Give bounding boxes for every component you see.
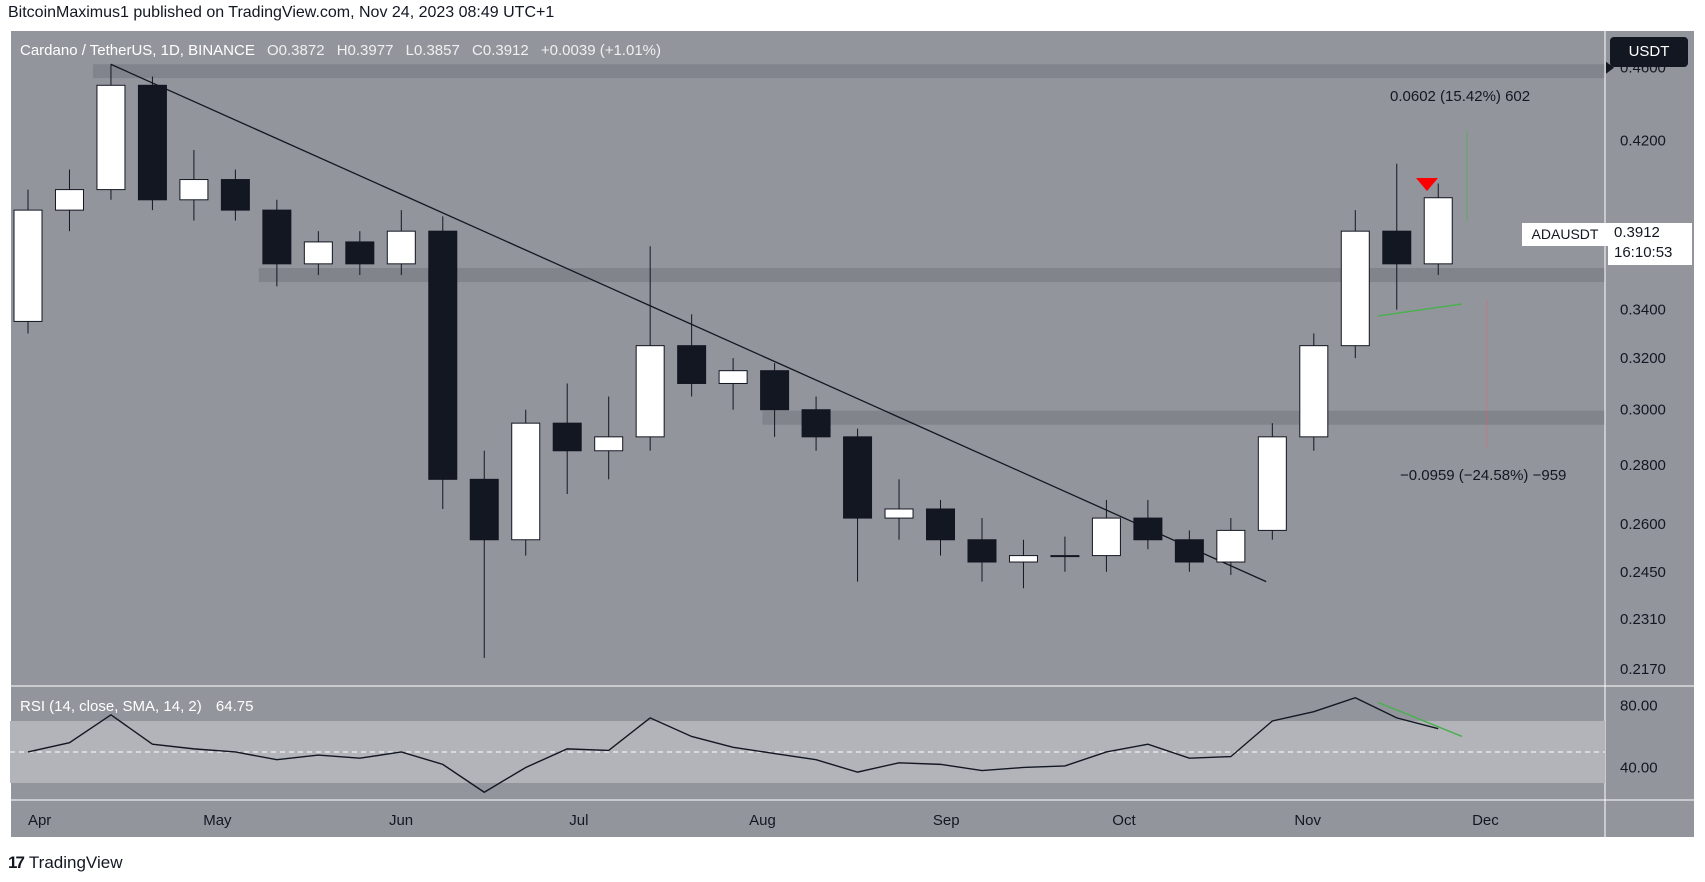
currency-badge[interactable]: USDT <box>1610 37 1688 67</box>
measure-up-label: 0.0602 (15.42%) 602 <box>1390 88 1531 105</box>
footer-brand: 17 TradingView <box>8 852 122 874</box>
candle-body <box>13 209 43 322</box>
open-value: O0.3872 <box>267 42 325 59</box>
time-axis-tick: Aug <box>749 812 776 829</box>
price-axis-tick: 0.3200 <box>1620 350 1666 367</box>
candle-body <box>1299 345 1329 438</box>
rsi-axis-tick: 40.00 <box>1620 759 1658 776</box>
time-axis-tick: Nov <box>1294 812 1321 829</box>
candle-body <box>760 370 790 411</box>
time-axis-tick: Jul <box>569 812 588 829</box>
symbol-legend: Cardano / TetherUS, 1D, BINANCE O0.3872 … <box>20 42 661 59</box>
candle-body <box>345 241 375 265</box>
bearish-marker-icon <box>1416 178 1438 191</box>
close-value: C0.3912 <box>472 42 529 59</box>
candle-body <box>552 422 582 452</box>
price-axis-tick: 0.3400 <box>1620 302 1666 319</box>
candle-body <box>843 436 873 519</box>
bullish-divergence-line <box>1377 303 1463 317</box>
rsi-line <box>27 696 1439 794</box>
footer-brand-name: TradingView <box>28 853 123 872</box>
measure-down-label: −0.0959 (−24.58%) −959 <box>1400 467 1567 484</box>
last-price: 0.3912 <box>1614 224 1660 241</box>
price-axis-tick: 0.2600 <box>1620 516 1666 533</box>
candle-body <box>801 409 831 438</box>
candle-body <box>179 179 209 201</box>
candle-body <box>718 370 748 384</box>
rsi-divergence-line <box>1377 701 1463 738</box>
candle-body <box>1340 230 1370 347</box>
price-axis-tick: 0.2450 <box>1620 564 1666 581</box>
price-axis-tick: 0.2310 <box>1620 611 1666 628</box>
candle-body <box>635 345 665 438</box>
candle-body <box>428 230 458 480</box>
price-axis-tick: 0.3000 <box>1620 402 1666 419</box>
rsi-label[interactable]: RSI (14, close, SMA, 14, 2) <box>20 698 202 715</box>
candle-body <box>96 84 126 191</box>
candle-body <box>469 478 499 541</box>
candle-body <box>1133 517 1163 541</box>
high-value: H0.3977 <box>336 42 394 59</box>
candle-body <box>220 179 250 211</box>
price-marker-icon <box>1606 61 1614 74</box>
candle-body <box>1008 555 1038 563</box>
symbol-price-tag: ADAUSDT <box>1522 223 1608 246</box>
rsi-value: 64.75 <box>215 698 254 715</box>
candle-body <box>1174 539 1204 563</box>
low-value: L0.3857 <box>405 42 460 59</box>
publisher-header: BitcoinMaximus1 published on TradingView… <box>0 0 1705 26</box>
bar-countdown: 16:10:53 <box>1614 244 1673 261</box>
support-resistance-zone <box>92 64 1606 79</box>
support-resistance-zone <box>762 410 1605 425</box>
candle-body <box>926 508 956 541</box>
candle-body <box>137 84 167 201</box>
time-axis-tick: Jun <box>389 812 413 829</box>
candle-body <box>386 230 416 265</box>
price-axis-tick: 0.4200 <box>1620 132 1666 149</box>
change-value: +0.0039 (+1.01%) <box>540 42 661 59</box>
candle-body <box>1257 436 1287 531</box>
publisher-text: BitcoinMaximus1 published on TradingView… <box>8 4 555 21</box>
time-axis-tick: Dec <box>1472 812 1499 829</box>
time-axis-tick: May <box>203 812 232 829</box>
candle-body <box>1216 529 1246 563</box>
candle-body <box>262 209 292 265</box>
chart-frame <box>10 30 1695 838</box>
rsi-axis-tick: 80.00 <box>1620 697 1658 714</box>
tradingview-logo-icon: 17 <box>8 853 25 872</box>
candle-body <box>1423 197 1453 265</box>
rsi-band <box>10 720 1605 783</box>
rsi-legend: RSI (14, close, SMA, 14, 2) 64.75 <box>20 698 253 715</box>
time-axis-tick: Oct <box>1112 812 1136 829</box>
descending-trendline <box>110 63 1267 583</box>
candle-body <box>594 436 624 452</box>
time-axis-tick: Sep <box>933 812 960 829</box>
candle-body <box>1050 555 1080 558</box>
time-axis-tick: Apr <box>28 812 51 829</box>
candle-body <box>677 345 707 384</box>
candle-body <box>303 241 333 265</box>
price-axis-tick: 0.2800 <box>1620 457 1666 474</box>
last-price-box: 0.3912 16:10:53 <box>1608 223 1692 265</box>
candle-body <box>511 422 541 541</box>
candle-body <box>1091 517 1121 557</box>
symbol-name[interactable]: Cardano / TetherUS, 1D, BINANCE <box>20 42 255 59</box>
support-resistance-zone <box>258 268 1605 283</box>
candle-body <box>54 189 84 211</box>
candle-body <box>1382 230 1412 265</box>
price-axis-tick: 0.2170 <box>1620 661 1666 678</box>
candle-body <box>884 508 914 519</box>
candle-body <box>967 539 997 563</box>
